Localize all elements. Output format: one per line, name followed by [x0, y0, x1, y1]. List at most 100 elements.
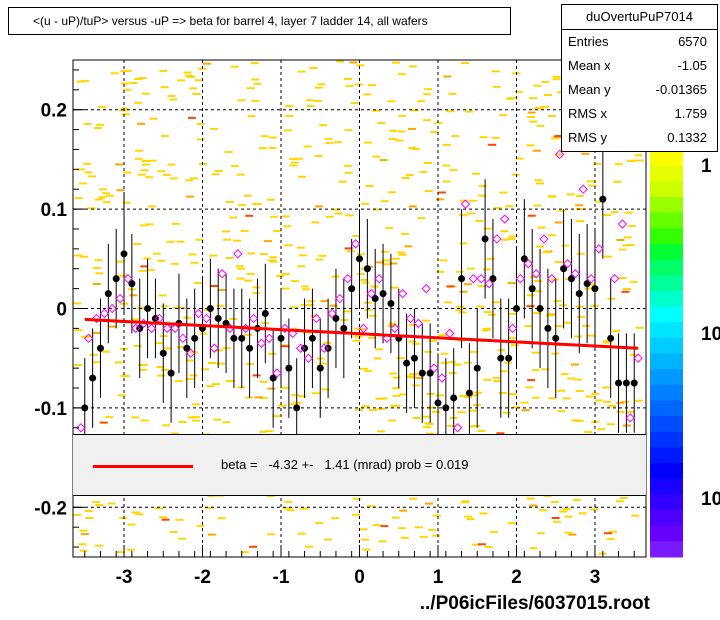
scatter-cell [284, 500, 293, 503]
scatter-cell [400, 536, 409, 539]
scatter-cell [370, 285, 379, 288]
scatter-cell [356, 253, 365, 256]
scatter-cell [157, 170, 166, 173]
scatter-cell [616, 239, 625, 241]
scatter-cell [408, 323, 417, 326]
scatter-cell [603, 532, 612, 535]
scatter-cell [323, 538, 332, 541]
scatter-cell [411, 373, 420, 376]
scatter-cell [74, 197, 83, 200]
scatter-cell [529, 547, 538, 550]
scatter-cell [586, 283, 595, 286]
scatter-cell [290, 403, 298, 406]
scatter-cell [258, 147, 267, 150]
scatter-cell [634, 154, 643, 157]
scatter-cell [541, 368, 550, 371]
profile-point [293, 404, 301, 412]
scatter-cell [438, 334, 447, 337]
scatter-cell [96, 123, 105, 126]
scatter-cell [344, 171, 353, 174]
scatter-cell [426, 406, 435, 409]
scatter-cell [299, 254, 308, 257]
scatter-cell [564, 515, 573, 518]
alt-profile-point [374, 273, 384, 284]
scatter-cell [417, 217, 426, 220]
scatter-cell [490, 530, 498, 533]
scatter-cell [529, 504, 538, 507]
scatter-cell [352, 339, 361, 342]
scatter-cell [188, 253, 197, 256]
scatter-cell [527, 214, 536, 217]
profile-point [206, 305, 214, 312]
scatter-cell [404, 245, 413, 248]
scatter-cell [456, 305, 465, 308]
scatter-cell [554, 221, 563, 224]
scatter-cell [229, 216, 238, 219]
scatter-cell [207, 533, 216, 536]
scatter-cell [83, 123, 92, 126]
scatter-cell [529, 275, 538, 278]
alt-profile-point [452, 423, 463, 433]
stats-box: duOvertuPuP7014 Entries 6570 Mean x -1.0… [561, 4, 718, 152]
scatter-cell [536, 124, 545, 127]
scatter-cell [208, 362, 217, 364]
scatter-cell [280, 386, 289, 389]
scatter-cell [603, 341, 612, 344]
scatter-cell [555, 136, 564, 139]
scatter-cell [484, 546, 493, 548]
scatter-cell [216, 304, 225, 307]
scatter-cell [621, 400, 630, 403]
palette-band [650, 541, 683, 558]
alt-profile-point [319, 343, 329, 353]
scatter-cell [161, 368, 169, 371]
scatter-cell [389, 262, 398, 265]
scatter-cell [199, 332, 208, 335]
profile-point [104, 290, 112, 298]
scatter-cell [354, 334, 363, 337]
alt-profile-point [413, 318, 424, 329]
scatter-cell [584, 287, 593, 290]
scatter-cell [607, 297, 616, 300]
scatter-cell [276, 274, 285, 277]
scatter-cell [162, 173, 171, 176]
scatter-cell [602, 386, 611, 389]
scatter-cell [161, 518, 170, 521]
scatter-cell [297, 532, 306, 535]
scatter-cell [553, 300, 562, 302]
scatter-cell [94, 544, 103, 547]
scatter-cell [360, 367, 368, 370]
scatter-cell [237, 267, 246, 270]
scatter-cell [195, 238, 204, 241]
scatter-cell [478, 194, 487, 197]
scatter-cell [350, 102, 359, 105]
scatter-cell [140, 265, 149, 268]
scatter-cell [320, 300, 329, 303]
alt-profile-point [123, 273, 133, 284]
scatter-cell [527, 116, 536, 118]
scatter-cell [364, 370, 373, 373]
profile-point [560, 265, 568, 273]
scatter-cell [315, 258, 324, 261]
scatter-cell [606, 537, 615, 540]
plot-title-text: <(u - uP)/tuP> versus -uP => beta for ba… [33, 14, 428, 28]
scatter-cell [387, 325, 396, 327]
scatter-cell [169, 177, 178, 180]
scatter-cell [102, 192, 110, 195]
alt-profile-point [547, 273, 557, 284]
profile-point [379, 290, 387, 298]
scatter-cell [117, 551, 125, 554]
alt-profile-point [256, 338, 267, 348]
scatter-cell [343, 164, 352, 167]
scatter-cell [167, 95, 176, 97]
scatter-cell [542, 251, 551, 254]
scatter-cell [253, 82, 262, 85]
scatter-cell [259, 380, 268, 383]
scatter-cell [431, 410, 440, 413]
scatter-cell [557, 389, 566, 392]
scatter-cell [264, 240, 272, 243]
scatter-cell [400, 232, 409, 235]
scatter-cell [336, 60, 345, 63]
scatter-cell [178, 537, 187, 540]
scatter-cell [283, 129, 292, 132]
z-axis-label: 10 [701, 324, 720, 345]
